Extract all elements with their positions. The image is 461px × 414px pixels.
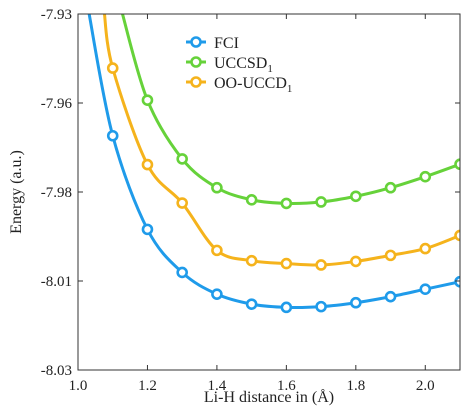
legend-item: FCI	[186, 35, 239, 52]
series-oo-uccd	[103, 14, 460, 271]
legend-marker	[190, 56, 202, 68]
data-point	[350, 255, 362, 268]
legend-item: UCCSD1	[186, 55, 273, 75]
y-tick-label: -7.93	[41, 7, 72, 23]
data-point	[280, 301, 293, 314]
data-point	[141, 223, 154, 236]
series-fci	[87, 14, 460, 314]
series-layer	[87, 14, 460, 314]
legend-label-subscript: 1	[287, 83, 293, 95]
x-tick-label: 1.4	[208, 378, 227, 394]
data-point	[419, 283, 432, 295]
y-tick-label: -7.96	[41, 96, 73, 112]
data-point	[350, 190, 362, 203]
data-point	[350, 296, 362, 309]
series-uccsd	[120, 14, 460, 210]
data-point	[419, 170, 432, 183]
data-point	[176, 153, 188, 165]
data-point	[245, 194, 258, 206]
data-point	[419, 242, 432, 255]
data-point	[211, 288, 223, 300]
x-tick-label: 1.8	[346, 378, 365, 394]
x-axis: 1.0 1.2 1.4 1.6 1.8 2.0	[69, 14, 435, 394]
data-point	[141, 158, 154, 171]
data-point	[384, 249, 397, 262]
data-point	[315, 259, 327, 271]
legend-item: OO-UCCD1	[186, 75, 292, 95]
data-point	[384, 181, 397, 194]
data-point	[454, 158, 460, 171]
x-tick-label: 1.2	[138, 378, 157, 394]
y-tick-label: -8.03	[41, 363, 72, 379]
data-point	[211, 181, 223, 194]
y-axis: -7.93 -7.96 -7.98 -8.01 -8.03	[41, 7, 460, 379]
legend-label-text: FCI	[214, 35, 239, 52]
data-point	[384, 290, 397, 303]
data-point	[315, 300, 327, 313]
data-point	[315, 196, 327, 208]
data-point	[280, 257, 293, 270]
x-tick-label: 1.6	[277, 378, 296, 394]
legend-marker	[190, 36, 202, 48]
data-point	[106, 62, 119, 74]
x-axis-title: Li-H distance in (Å)	[204, 388, 334, 406]
y-tick-label: -8.01	[41, 274, 72, 290]
x-tick-label: 1.0	[69, 378, 88, 394]
series-line	[120, 14, 460, 205]
data-point	[245, 254, 258, 267]
legend-label: UCCSD1	[214, 55, 273, 75]
series-line	[103, 14, 460, 267]
data-point	[176, 197, 188, 209]
data-point	[245, 298, 258, 310]
y-axis-title: Energy (a.u.)	[8, 150, 25, 234]
data-point	[454, 275, 460, 288]
legend-label: OO-UCCD1	[214, 75, 292, 95]
y-tick-label: -7.98	[41, 185, 72, 201]
data-point	[106, 129, 119, 142]
legend-label-subscript: 1	[267, 63, 273, 75]
legend-label-text: OO-UCCD	[214, 75, 287, 92]
x-tick-label: 2.0	[416, 378, 435, 394]
data-point	[211, 244, 223, 257]
data-point	[141, 94, 154, 106]
data-point	[176, 266, 188, 279]
legend-label-text: UCCSD	[214, 55, 267, 72]
legend-marker	[190, 76, 202, 88]
data-point	[280, 197, 293, 210]
legend-label: FCI	[214, 35, 239, 52]
data-point	[454, 229, 460, 242]
